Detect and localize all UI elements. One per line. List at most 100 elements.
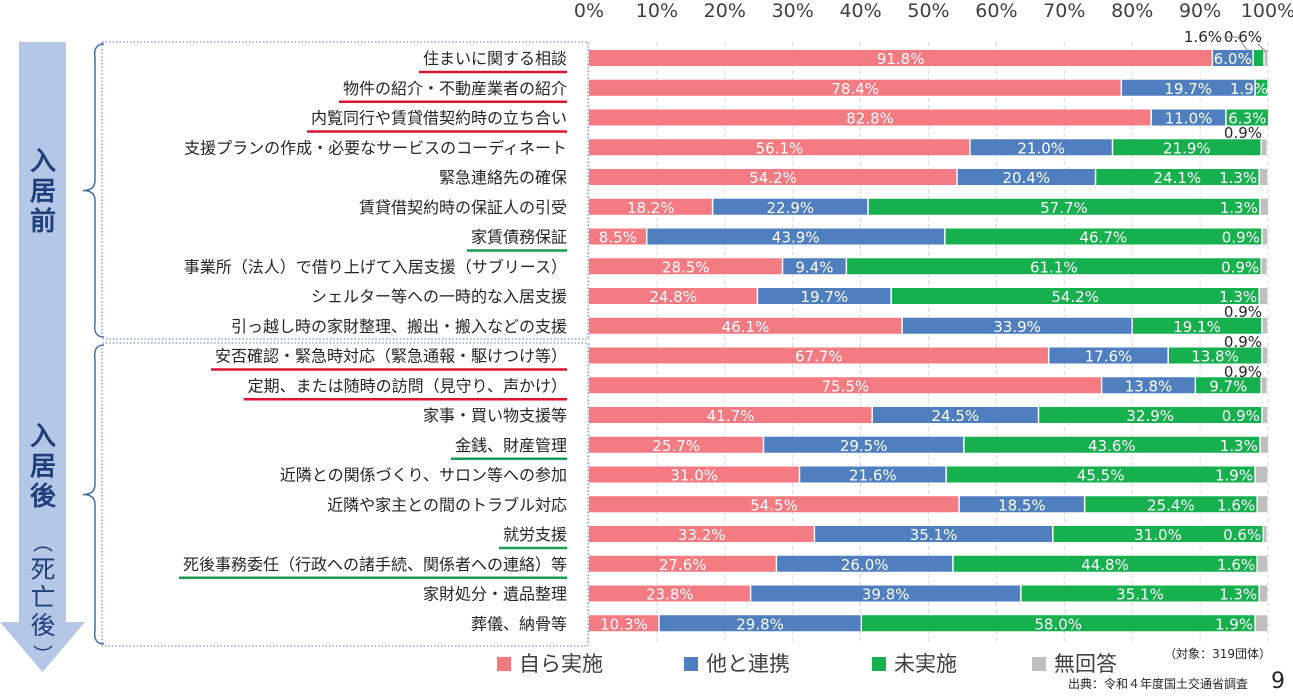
bar-segment <box>1196 377 1261 394</box>
bar-segment <box>589 496 959 513</box>
bar-segment <box>959 496 1084 513</box>
bar-segment <box>1259 169 1268 185</box>
bar-value-label: 21.0% <box>1017 139 1065 157</box>
bar-value-label: 33.2% <box>678 526 726 544</box>
bar-segment <box>946 466 1255 483</box>
callout-label: 0.9% <box>1224 124 1262 142</box>
legend-label: 自ら実施 <box>519 652 603 676</box>
bar-value-label: 1.6% <box>1217 556 1255 574</box>
category-label: 支援プランの作成・必要なサービスのコーディネート <box>184 138 567 157</box>
bar-value-label: 32.9% <box>1126 407 1174 425</box>
bar-segment <box>764 436 964 453</box>
bar-value-label: 1.6% <box>1217 496 1255 514</box>
bar-segment <box>815 526 1053 542</box>
bar-segment <box>1257 555 1268 572</box>
page-number: 9 <box>1271 669 1285 694</box>
bar-segment <box>1053 526 1263 542</box>
bar-segment <box>1255 466 1268 483</box>
bar-segment <box>713 198 868 215</box>
bar-value-label: 1.9% <box>1230 80 1268 98</box>
bar-value-label: 31.0% <box>670 467 718 485</box>
bar-segment <box>1263 526 1267 542</box>
bar-segment <box>1261 139 1267 156</box>
bar-segment <box>1259 585 1268 602</box>
bar-value-label: 6.3% <box>1228 110 1266 128</box>
category-label: 家事・買い物支援等 <box>423 406 567 425</box>
bar-value-label: 31.0% <box>1134 526 1182 544</box>
callout-label: 1.6% <box>1184 28 1222 46</box>
bar-value-label: 23.8% <box>646 586 694 604</box>
bar-segment <box>589 198 712 215</box>
bar-segment <box>589 377 1101 394</box>
bar-value-label: 43.6% <box>1088 437 1136 455</box>
bar-value-label: 29.5% <box>840 437 888 455</box>
bar-segment <box>902 317 1132 334</box>
bar-segment <box>1260 198 1268 215</box>
bar-segment <box>647 228 945 245</box>
legend-swatch <box>684 657 698 671</box>
legend-swatch <box>1032 657 1046 671</box>
group-box-after <box>101 342 589 647</box>
bar-segment <box>1262 347 1268 364</box>
bar-value-label: 9.4% <box>795 258 833 276</box>
bar-segment <box>1262 407 1268 423</box>
bar-segment <box>1102 377 1195 394</box>
bar-value-label: 25.4% <box>1147 496 1195 514</box>
bar-value-label: 29.8% <box>736 615 784 633</box>
bar-segment <box>589 585 750 602</box>
bar-value-label: 25.7% <box>652 437 700 455</box>
x-tick-label: 80% <box>1111 0 1153 22</box>
bar-value-label: 24.1% <box>1154 169 1202 187</box>
bar-segment <box>1261 377 1267 394</box>
bar-segment <box>589 466 799 483</box>
bar-value-label: 1.3% <box>1219 288 1257 306</box>
bar-segment <box>589 555 776 572</box>
bar-segment <box>589 109 1151 126</box>
bar-segment <box>1049 347 1168 364</box>
bar-segment <box>1096 169 1259 185</box>
bar-segment <box>1021 585 1259 602</box>
bar-value-label: 82.8% <box>846 110 894 128</box>
bar-segment <box>1226 109 1268 126</box>
bar-value-label: 11.0% <box>1165 110 1213 128</box>
bar-segment <box>1039 407 1262 423</box>
category-label: 葬儀、納骨等 <box>471 614 567 633</box>
bar-segment <box>589 169 957 185</box>
bar-segment <box>1255 79 1268 96</box>
bar-segment <box>1168 347 1262 364</box>
bar-value-label: 46.7% <box>1080 229 1128 247</box>
bar-segment <box>1253 50 1264 66</box>
x-tick-label: 90% <box>1179 0 1221 22</box>
bar-value-label: 27.6% <box>659 556 707 574</box>
callout-leader <box>1257 43 1267 53</box>
bar-segment <box>1213 50 1253 66</box>
bar-value-label: 56.1% <box>756 139 804 157</box>
bar-value-label: 18.5% <box>998 496 1046 514</box>
group-brace-before <box>82 43 105 338</box>
bar-value-label: 35.1% <box>910 526 958 544</box>
bar-value-label: 57.7% <box>1040 199 1088 217</box>
bar-value-label: 19.7% <box>800 288 848 306</box>
bar-value-label: 54.2% <box>749 169 797 187</box>
category-label: シェルター等への一時的な入居支援 <box>311 287 567 306</box>
bar-value-label: 0.9% <box>1221 258 1259 276</box>
bar-segment <box>1255 615 1268 632</box>
bar-segment <box>1264 50 1268 66</box>
bar-segment <box>1151 109 1226 126</box>
bar-segment <box>589 317 902 334</box>
bar-value-label: 28.5% <box>662 258 710 276</box>
bar-segment <box>589 288 757 304</box>
source-note: 出典：令和４年度国土交通省調査 <box>1068 676 1248 691</box>
bar-segment <box>868 198 1260 215</box>
category-label: 事業所（法人）で借り上げて入居支援（サブリース） <box>184 257 567 276</box>
category-label: 安否確認・緊急時対応（緊急通報・駆けつけ等） <box>215 347 567 366</box>
x-tick-label: 0% <box>574 0 604 22</box>
bar-segment <box>758 288 891 304</box>
sample-note: （対象：319団体） <box>1164 647 1271 661</box>
bar-segment <box>1259 288 1268 304</box>
bar-value-label: 17.6% <box>1085 348 1133 366</box>
category-label: 家財処分・遺品整理 <box>423 585 567 604</box>
bar-value-label: 0.9% <box>1222 229 1260 247</box>
bar-segment <box>872 407 1038 423</box>
bar-segment <box>589 347 1048 364</box>
